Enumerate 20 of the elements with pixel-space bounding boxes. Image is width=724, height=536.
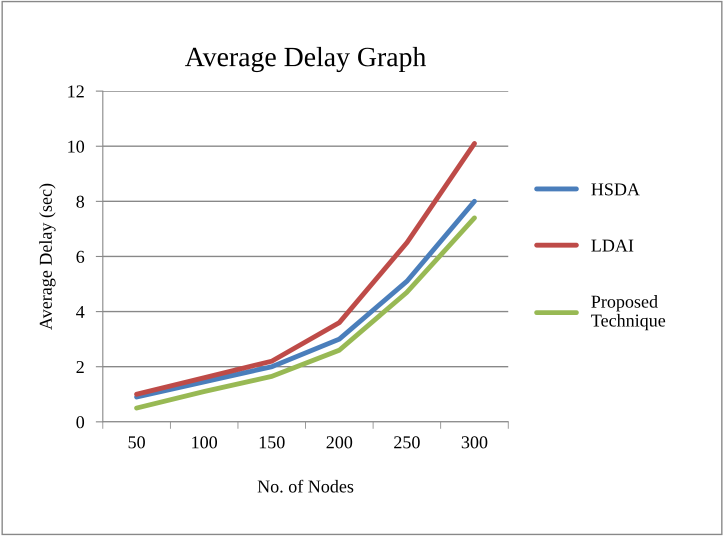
y-tick-label: 10 <box>68 140 84 153</box>
y-tick-label: 2 <box>76 361 84 373</box>
legend-label: Proposed Technique <box>591 295 666 330</box>
y-tick-label: 12 <box>68 85 84 98</box>
x-tick-label: 300 <box>462 436 488 448</box>
x-tick-label: 150 <box>260 436 285 448</box>
x-tick-label: 50 <box>128 436 145 448</box>
y-tick-label: 4 <box>76 306 84 318</box>
legend-label: HSDA <box>591 183 640 196</box>
x-tick-label: 100 <box>192 436 218 448</box>
y-axis-title: Average Delay (sec) <box>39 184 56 330</box>
x-tick-label: 250 <box>394 436 420 448</box>
x-axis-title: No. of Nodes <box>258 480 354 493</box>
x-tick-label: 200 <box>326 436 352 448</box>
line-series <box>134 141 477 397</box>
legend-label: LDAI <box>591 240 634 252</box>
y-tick-label: 8 <box>76 196 84 208</box>
y-tick-label: 6 <box>76 250 84 263</box>
y-tick-label: 0 <box>76 416 84 428</box>
chart-title: Average Delay Graph <box>184 46 426 72</box>
